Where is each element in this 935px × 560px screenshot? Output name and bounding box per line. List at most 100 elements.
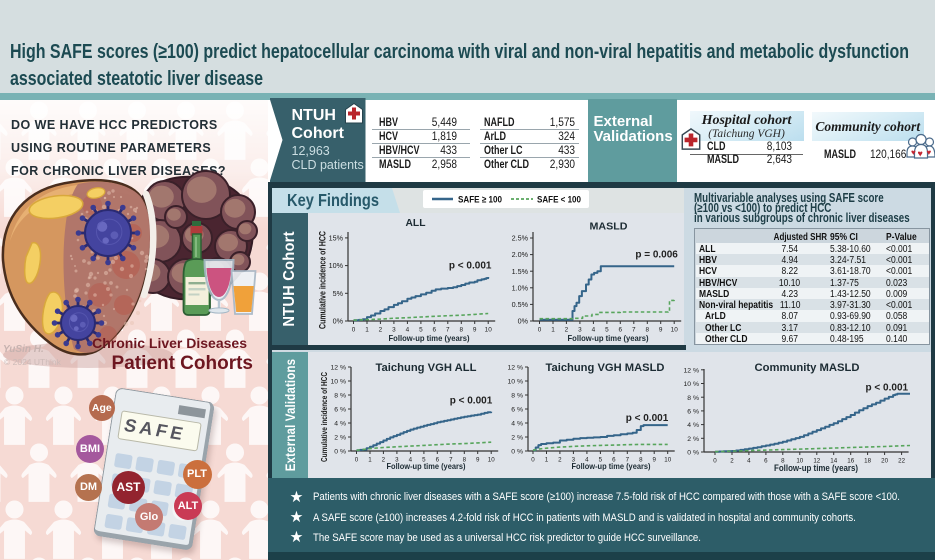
svg-text:0: 0	[713, 458, 717, 465]
svg-text:6: 6	[619, 327, 623, 334]
svg-text:Taichung VGH MASLD: Taichung VGH MASLD	[546, 362, 665, 374]
svg-text:5: 5	[599, 457, 603, 464]
svg-text:9: 9	[652, 457, 656, 464]
svg-text:5: 5	[605, 327, 609, 334]
svg-text:12 %: 12 %	[684, 367, 700, 374]
svg-text:3: 3	[572, 457, 576, 464]
svg-text:4 %: 4 %	[511, 421, 523, 428]
svg-text:2: 2	[379, 327, 383, 334]
svg-text:20: 20	[881, 458, 888, 465]
svg-text:5%: 5%	[333, 289, 344, 298]
svg-text:22: 22	[898, 458, 905, 465]
svg-text:2: 2	[382, 457, 386, 464]
svg-text:3: 3	[395, 457, 399, 464]
svg-text:1: 1	[551, 327, 555, 334]
svg-text:10: 10	[488, 457, 495, 464]
svg-text:0: 0	[355, 457, 359, 464]
svg-text:Community MASLD: Community MASLD	[755, 362, 860, 374]
svg-text:4: 4	[747, 458, 751, 465]
svg-text:Follow-up time (years): Follow-up time (years)	[389, 333, 470, 343]
svg-text:8: 8	[639, 457, 643, 464]
svg-text:Cumulative incidence of HCC: Cumulative incidence of HCC	[318, 231, 328, 329]
svg-text:3: 3	[392, 327, 396, 334]
svg-text:4: 4	[585, 457, 589, 464]
svg-text:9: 9	[476, 457, 480, 464]
svg-text:Follow-up time (years): Follow-up time (years)	[387, 461, 466, 471]
svg-text:10: 10	[664, 457, 671, 464]
svg-text:9: 9	[473, 327, 477, 334]
svg-text:2.5%: 2.5%	[512, 234, 529, 243]
svg-text:8 %: 8 %	[687, 395, 699, 402]
svg-text:0%: 0%	[518, 317, 529, 326]
svg-text:2: 2	[558, 457, 562, 464]
svg-text:12 %: 12 %	[508, 365, 524, 372]
svg-text:10 %: 10 %	[331, 379, 347, 386]
svg-text:Taichung VGH ALL: Taichung VGH ALL	[376, 362, 477, 374]
svg-text:14: 14	[830, 458, 837, 465]
svg-text:1: 1	[365, 327, 369, 334]
svg-text:0 %: 0 %	[334, 449, 346, 456]
svg-text:10: 10	[796, 458, 803, 465]
svg-text:8 %: 8 %	[334, 393, 346, 400]
svg-text:p < 0.001: p < 0.001	[626, 413, 669, 424]
svg-text:9: 9	[659, 327, 663, 334]
svg-text:1: 1	[368, 457, 372, 464]
svg-text:10: 10	[485, 327, 493, 334]
svg-text:6: 6	[436, 457, 440, 464]
svg-text:3: 3	[578, 327, 582, 334]
svg-text:7: 7	[446, 327, 450, 334]
svg-text:6 %: 6 %	[511, 407, 523, 414]
svg-text:1: 1	[545, 457, 549, 464]
svg-text:1.0%: 1.0%	[512, 283, 529, 292]
svg-text:12 %: 12 %	[331, 365, 347, 372]
svg-text:SAFE < 100: SAFE < 100	[537, 195, 581, 206]
svg-text:Follow-up time (years): Follow-up time (years)	[572, 461, 651, 471]
svg-text:4: 4	[592, 327, 596, 334]
svg-text:4 %: 4 %	[687, 422, 699, 429]
svg-text:MASLD: MASLD	[590, 221, 628, 233]
svg-text:p = 0.006: p = 0.006	[635, 250, 678, 261]
svg-text:0%: 0%	[333, 317, 344, 326]
svg-text:12: 12	[813, 458, 820, 465]
svg-text:10 %: 10 %	[684, 381, 700, 388]
svg-text:♥: ♥	[911, 148, 916, 157]
svg-text:5: 5	[419, 327, 423, 334]
svg-text:SAFE ≥ 100: SAFE ≥ 100	[458, 195, 502, 206]
svg-text:p < 0.001: p < 0.001	[866, 383, 909, 394]
svg-text:0: 0	[352, 327, 356, 334]
svg-text:p < 0.001: p < 0.001	[450, 396, 493, 407]
svg-text:2 %: 2 %	[511, 435, 523, 442]
svg-text:1.5%: 1.5%	[512, 267, 529, 276]
svg-text:10 %: 10 %	[508, 379, 524, 386]
svg-text:2 %: 2 %	[334, 435, 346, 442]
svg-text:Cumulative incidence of HCC: Cumulative incidence of HCC	[319, 372, 329, 462]
svg-text:0 %: 0 %	[511, 449, 523, 456]
svg-text:4: 4	[406, 327, 410, 334]
svg-text:8: 8	[781, 458, 785, 465]
svg-text:2: 2	[565, 327, 569, 334]
svg-text:6: 6	[433, 327, 437, 334]
svg-text:8: 8	[463, 457, 467, 464]
svg-text:8: 8	[460, 327, 464, 334]
svg-text:7: 7	[632, 327, 636, 334]
svg-text:15%: 15%	[329, 234, 344, 243]
svg-text:7: 7	[449, 457, 453, 464]
svg-text:2.0%: 2.0%	[512, 250, 529, 259]
svg-text:16: 16	[847, 458, 854, 465]
svg-text:Follow-up time (years): Follow-up time (years)	[774, 463, 858, 474]
svg-text:Follow-up time (years): Follow-up time (years)	[568, 333, 649, 343]
svg-text:6 %: 6 %	[334, 407, 346, 414]
svg-text:♥: ♥	[927, 148, 932, 157]
svg-text:4 %: 4 %	[334, 421, 346, 428]
svg-text:5: 5	[422, 457, 426, 464]
svg-text:10%: 10%	[329, 261, 344, 270]
svg-text:0: 0	[531, 457, 535, 464]
svg-text:4: 4	[409, 457, 413, 464]
svg-text:18: 18	[864, 458, 871, 465]
svg-text:2: 2	[730, 458, 734, 465]
svg-text:8: 8	[646, 327, 650, 334]
svg-text:10: 10	[671, 327, 679, 334]
svg-text:8 %: 8 %	[511, 393, 523, 400]
svg-text:ALL: ALL	[406, 217, 427, 229]
svg-text:7: 7	[626, 457, 630, 464]
